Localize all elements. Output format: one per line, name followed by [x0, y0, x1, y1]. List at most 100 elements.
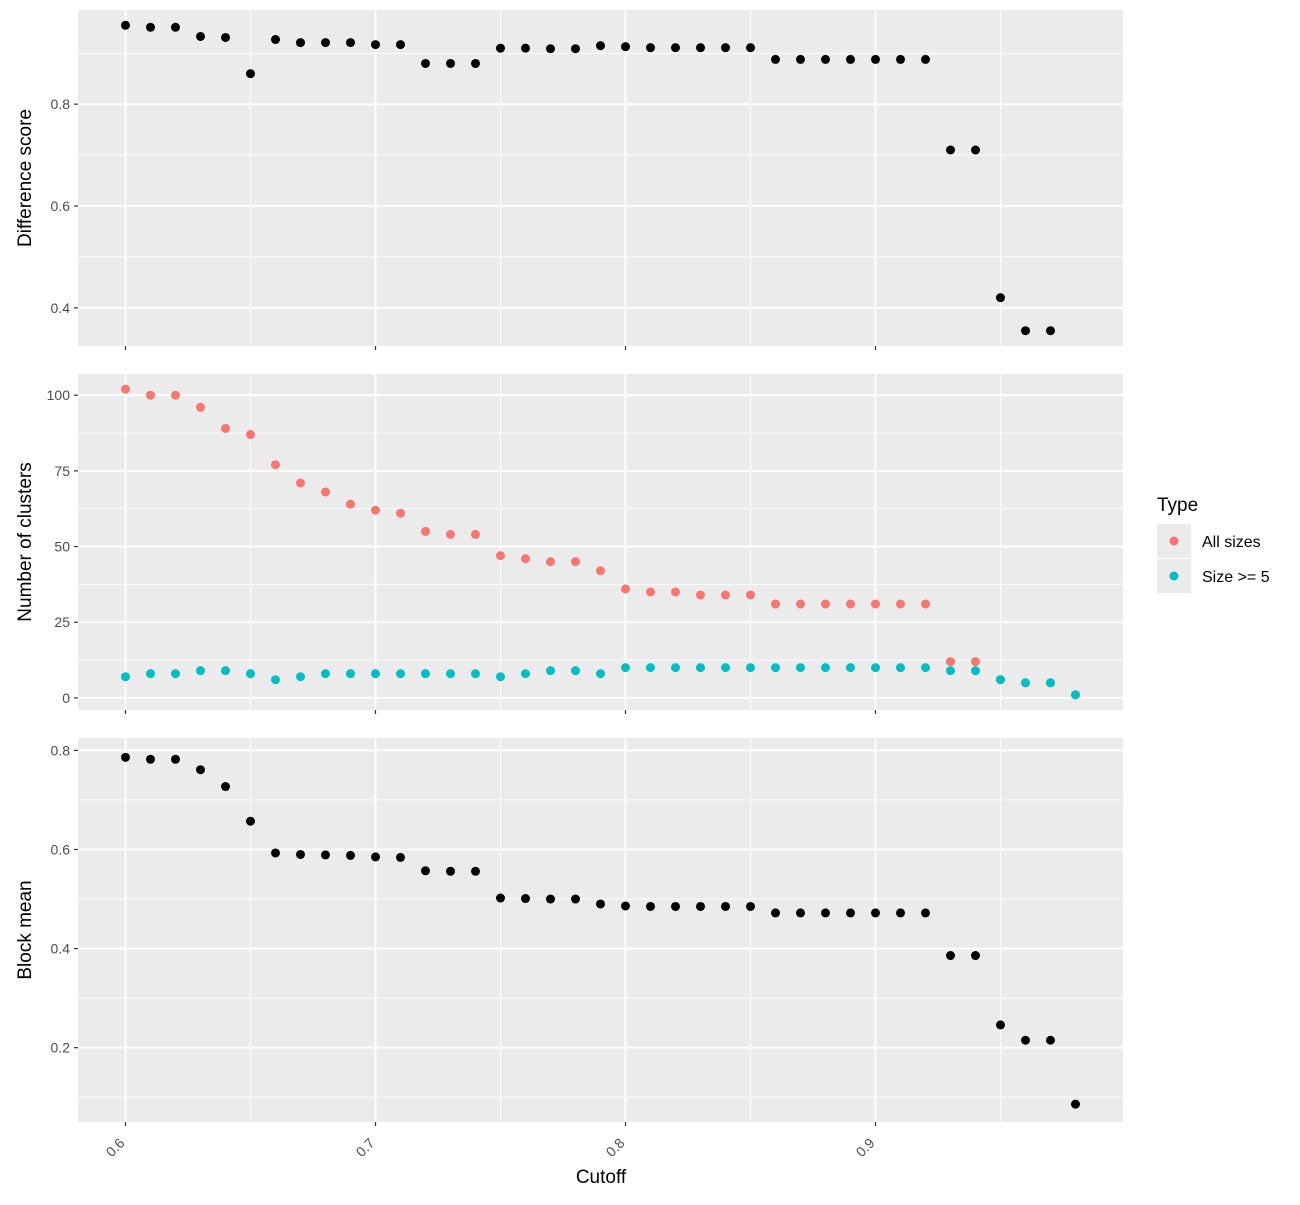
data-point-size-5	[1021, 678, 1030, 688]
data-point	[1071, 1099, 1080, 1109]
data-point	[321, 850, 330, 860]
data-point	[496, 43, 505, 53]
data-point-size-5	[621, 663, 630, 673]
x-tick-label: 0.8	[603, 1135, 628, 1160]
data-point	[846, 54, 855, 64]
data-point-all-sizes	[146, 390, 155, 400]
y-tick-label: 100	[47, 387, 71, 403]
data-point	[771, 54, 780, 64]
y-tick-label: 0.2	[51, 1040, 71, 1056]
data-point-all-sizes	[196, 402, 205, 412]
data-point-size-5	[346, 669, 355, 679]
data-point	[446, 866, 455, 876]
data-point-all-sizes	[246, 430, 255, 440]
data-point-all-sizes	[596, 566, 605, 576]
data-point	[671, 901, 680, 911]
data-point-all-sizes	[171, 390, 180, 400]
data-point-all-sizes	[721, 590, 730, 600]
panel-background	[78, 374, 1123, 710]
panel-background	[78, 738, 1123, 1122]
data-point-all-sizes	[521, 554, 530, 564]
data-point	[196, 765, 205, 775]
data-point	[446, 58, 455, 68]
legend-label-size-5: Size >= 5	[1202, 569, 1270, 586]
data-point	[271, 35, 280, 45]
data-point	[1046, 326, 1055, 336]
data-point	[621, 42, 630, 52]
x-tick-label: 0.6	[103, 1135, 128, 1160]
data-point	[121, 20, 130, 30]
data-point-size-5	[396, 669, 405, 679]
data-point	[421, 866, 430, 876]
y-tick-label: 0.8	[51, 742, 71, 758]
data-point	[371, 40, 380, 50]
data-point-size-5	[296, 672, 305, 682]
data-point-size-5	[771, 663, 780, 673]
data-point	[146, 22, 155, 32]
data-point-all-sizes	[221, 423, 230, 433]
data-point	[521, 894, 530, 904]
data-point	[121, 752, 130, 762]
data-point-size-5	[271, 675, 280, 685]
data-point-all-sizes	[371, 505, 380, 515]
data-point	[321, 38, 330, 48]
data-point-all-sizes	[421, 526, 430, 536]
data-point	[896, 54, 905, 64]
data-point-size-5	[496, 672, 505, 682]
data-point-size-5	[571, 666, 580, 676]
data-point-size-5	[321, 669, 330, 679]
data-point-all-sizes	[821, 599, 830, 609]
data-point	[996, 1020, 1005, 1030]
panel-background	[78, 10, 1123, 346]
data-point-size-5	[796, 663, 805, 673]
data-point-all-sizes	[446, 529, 455, 539]
data-point	[721, 43, 730, 53]
data-point-all-sizes	[646, 587, 655, 597]
legend-label-all-sizes: All sizes	[1202, 534, 1261, 551]
data-point	[346, 38, 355, 48]
data-point-size-5	[546, 666, 555, 676]
data-point-size-5	[821, 663, 830, 673]
data-point-all-sizes	[696, 590, 705, 600]
data-point	[1021, 1035, 1030, 1045]
data-point-all-sizes	[321, 487, 330, 497]
data-point-size-5	[996, 675, 1005, 685]
data-point	[396, 852, 405, 862]
data-point	[1021, 326, 1030, 336]
data-point	[896, 908, 905, 918]
data-point-size-5	[146, 669, 155, 679]
data-point	[696, 901, 705, 911]
y-tick-label: 25	[54, 614, 70, 630]
data-point-all-sizes	[896, 599, 905, 609]
data-point	[746, 901, 755, 911]
data-point-size-5	[671, 663, 680, 673]
x-axis-title: Cutoff	[576, 1167, 627, 1188]
data-point	[771, 908, 780, 918]
data-point	[271, 848, 280, 858]
data-point	[596, 899, 605, 909]
data-point-size-5	[221, 666, 230, 676]
data-point-size-5	[746, 663, 755, 673]
data-point-all-sizes	[746, 590, 755, 600]
data-point-all-sizes	[846, 599, 855, 609]
data-point-size-5	[896, 663, 905, 673]
data-point-size-5	[596, 669, 605, 679]
x-tick-label: 0.9	[853, 1135, 878, 1160]
data-point	[696, 43, 705, 53]
data-point-size-5	[1046, 678, 1055, 688]
x-tick-label: 0.7	[353, 1135, 378, 1160]
data-point	[721, 901, 730, 911]
data-point	[246, 816, 255, 826]
data-point	[571, 44, 580, 54]
data-point	[946, 145, 955, 155]
panel-1: 0.4 0.6 0.8 Difference score	[15, 10, 1123, 350]
data-point-size-5	[871, 663, 880, 673]
data-point	[521, 43, 530, 53]
data-point	[621, 901, 630, 911]
data-point-size-5	[921, 663, 930, 673]
data-point	[471, 58, 480, 68]
data-point	[796, 54, 805, 64]
y-axis-title: Difference score	[15, 109, 36, 247]
data-point	[596, 41, 605, 51]
